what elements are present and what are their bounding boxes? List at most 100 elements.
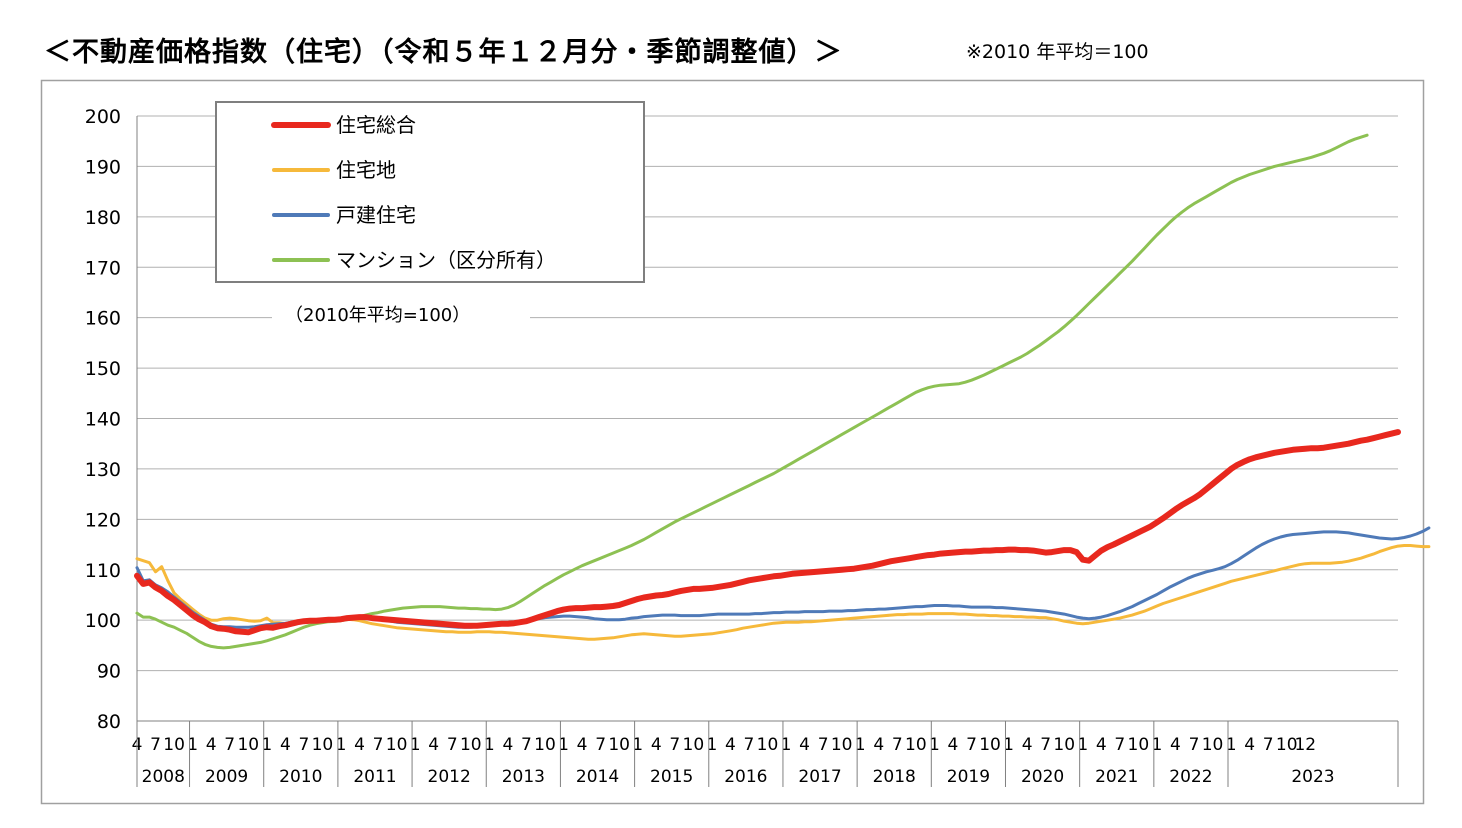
y-tick-label: 100 bbox=[85, 610, 121, 632]
chart-annotation: （2010年平均=100） bbox=[285, 305, 470, 326]
x-year-label: 2013 bbox=[502, 767, 545, 787]
annotation-group: （2010年平均=100） bbox=[272, 300, 530, 328]
x-year-label: 2008 bbox=[142, 767, 185, 787]
x-month-label: 4 bbox=[651, 735, 662, 755]
y-tick-label: 90 bbox=[97, 661, 121, 683]
x-month-label: 7 bbox=[521, 735, 532, 755]
x-year-label: 2021 bbox=[1095, 767, 1138, 787]
y-tick-label: 130 bbox=[85, 459, 121, 481]
x-month-label: 10 bbox=[831, 735, 853, 755]
y-tick-label: 190 bbox=[85, 156, 121, 178]
x-month-label: 1 bbox=[261, 735, 272, 755]
x-month-label: 7 bbox=[1114, 735, 1125, 755]
x-month-label: 1 bbox=[929, 735, 940, 755]
x-month-label: 4 bbox=[206, 735, 217, 755]
x-month-label: 4 bbox=[1170, 735, 1181, 755]
x-month-label: 1 bbox=[187, 735, 198, 755]
x-month-label: 10 bbox=[1128, 735, 1150, 755]
x-month-label: 10 bbox=[1276, 735, 1298, 755]
x-year-label: 2009 bbox=[205, 767, 248, 787]
x-month-label: 7 bbox=[595, 735, 606, 755]
x-month-label: 1 bbox=[706, 735, 717, 755]
x-year-label: 2019 bbox=[947, 767, 990, 787]
x-month-label: 1 bbox=[484, 735, 495, 755]
x-month-label: 7 bbox=[818, 735, 829, 755]
y-tick-label: 120 bbox=[85, 509, 121, 531]
y-tick-label: 80 bbox=[97, 711, 121, 733]
x-month-label: 7 bbox=[298, 735, 309, 755]
legend-label: マンション（区分所有） bbox=[336, 248, 556, 272]
legend-label: 戸建住宅 bbox=[336, 203, 416, 227]
y-tick-label: 160 bbox=[85, 308, 121, 330]
legend-box bbox=[215, 101, 645, 283]
x-year-label: 2012 bbox=[428, 767, 471, 787]
x-month-label: 10 bbox=[757, 735, 779, 755]
x-month-label: 4 bbox=[948, 735, 959, 755]
x-year-label: 2023 bbox=[1291, 767, 1334, 787]
x-month-label: 4 bbox=[1022, 735, 1033, 755]
legend-label: 住宅総合 bbox=[336, 113, 416, 137]
x-month-label: 4 bbox=[799, 735, 810, 755]
annotation-bg bbox=[272, 300, 530, 328]
x-month-label: 1 bbox=[1226, 735, 1237, 755]
x-month-label: 7 bbox=[744, 735, 755, 755]
x-month-label: 7 bbox=[892, 735, 903, 755]
x-year-label: 2016 bbox=[724, 767, 767, 787]
x-month-label: 1 bbox=[632, 735, 643, 755]
x-month-label: 1 bbox=[558, 735, 569, 755]
x-month-label: 4 bbox=[1244, 735, 1255, 755]
x-year-label: 2011 bbox=[353, 767, 396, 787]
x-month-label: 10 bbox=[163, 735, 185, 755]
x-year-label: 2020 bbox=[1021, 767, 1064, 787]
x-year-label: 2017 bbox=[798, 767, 841, 787]
y-tick-label: 110 bbox=[85, 560, 121, 582]
x-month-label: 10 bbox=[312, 735, 334, 755]
x-year-label: 2015 bbox=[650, 767, 693, 787]
x-month-label: 7 bbox=[150, 735, 161, 755]
y-tick-label: 180 bbox=[85, 207, 121, 229]
x-month-label: 4 bbox=[725, 735, 736, 755]
x-month-label: 10 bbox=[1202, 735, 1224, 755]
y-tick-label: 200 bbox=[85, 106, 121, 128]
x-month-label: 10 bbox=[608, 735, 630, 755]
x-month-label: 4 bbox=[354, 735, 365, 755]
x-month-label: 7 bbox=[669, 735, 680, 755]
legend-label: 住宅地 bbox=[336, 158, 396, 182]
x-month-label: 4 bbox=[280, 735, 291, 755]
x-year-label: 2014 bbox=[576, 767, 619, 787]
x-month-label: 10 bbox=[460, 735, 482, 755]
x-month-label: 10 bbox=[1053, 735, 1075, 755]
x-month-label: 1 bbox=[1077, 735, 1088, 755]
chart-title: ＜不動産価格指数（住宅）（令和５年１２月分・季節調整値）＞ bbox=[44, 37, 843, 68]
x-month-label: 7 bbox=[1040, 735, 1051, 755]
x-month-label: 7 bbox=[1189, 735, 1200, 755]
x-month-label: 10 bbox=[905, 735, 927, 755]
x-month-label: 10 bbox=[386, 735, 408, 755]
y-axis: 80 90 100 110 120 130 140 150 160 170 180 190 200 bbox=[85, 106, 138, 733]
x-month-label: 1 bbox=[336, 735, 347, 755]
x-year-label: 2010 bbox=[279, 767, 322, 787]
x-month-label: 4 bbox=[1096, 735, 1107, 755]
x-month-label: 10 bbox=[683, 735, 705, 755]
x-month-label: 7 bbox=[447, 735, 458, 755]
x-axis: 4 7 10 1 4 7 10 1 4 7 10 1 4 7 10 1 4 7 10 1 4 7 10 1 4 7 10 1 4 7 10 1… bbox=[132, 720, 1399, 787]
series-lines bbox=[134, 133, 1431, 650]
x-month-label: 10 bbox=[237, 735, 259, 755]
x-year-label: 2018 bbox=[873, 767, 916, 787]
x-month-label: 4 bbox=[873, 735, 884, 755]
x-month-label: 10 bbox=[534, 735, 556, 755]
x-month-label: 1 bbox=[781, 735, 792, 755]
x-month-label: 1 bbox=[1152, 735, 1163, 755]
series-line-0 bbox=[134, 429, 1401, 636]
x-month-label: 4 bbox=[577, 735, 588, 755]
x-month-label: 1 bbox=[855, 735, 866, 755]
x-month-label: 12 bbox=[1294, 735, 1316, 755]
y-tick-label: 140 bbox=[85, 409, 121, 431]
x-month-label: 7 bbox=[966, 735, 977, 755]
x-year-label: 2022 bbox=[1169, 767, 1212, 787]
x-month-label: 7 bbox=[1263, 735, 1274, 755]
y-tick-label: 150 bbox=[85, 358, 121, 380]
x-month-label: 7 bbox=[224, 735, 235, 755]
